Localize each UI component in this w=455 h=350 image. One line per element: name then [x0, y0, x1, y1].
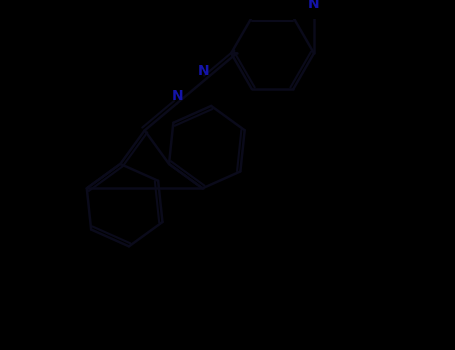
- Text: N: N: [308, 0, 320, 11]
- Text: N: N: [197, 64, 209, 78]
- Text: N: N: [172, 89, 183, 103]
